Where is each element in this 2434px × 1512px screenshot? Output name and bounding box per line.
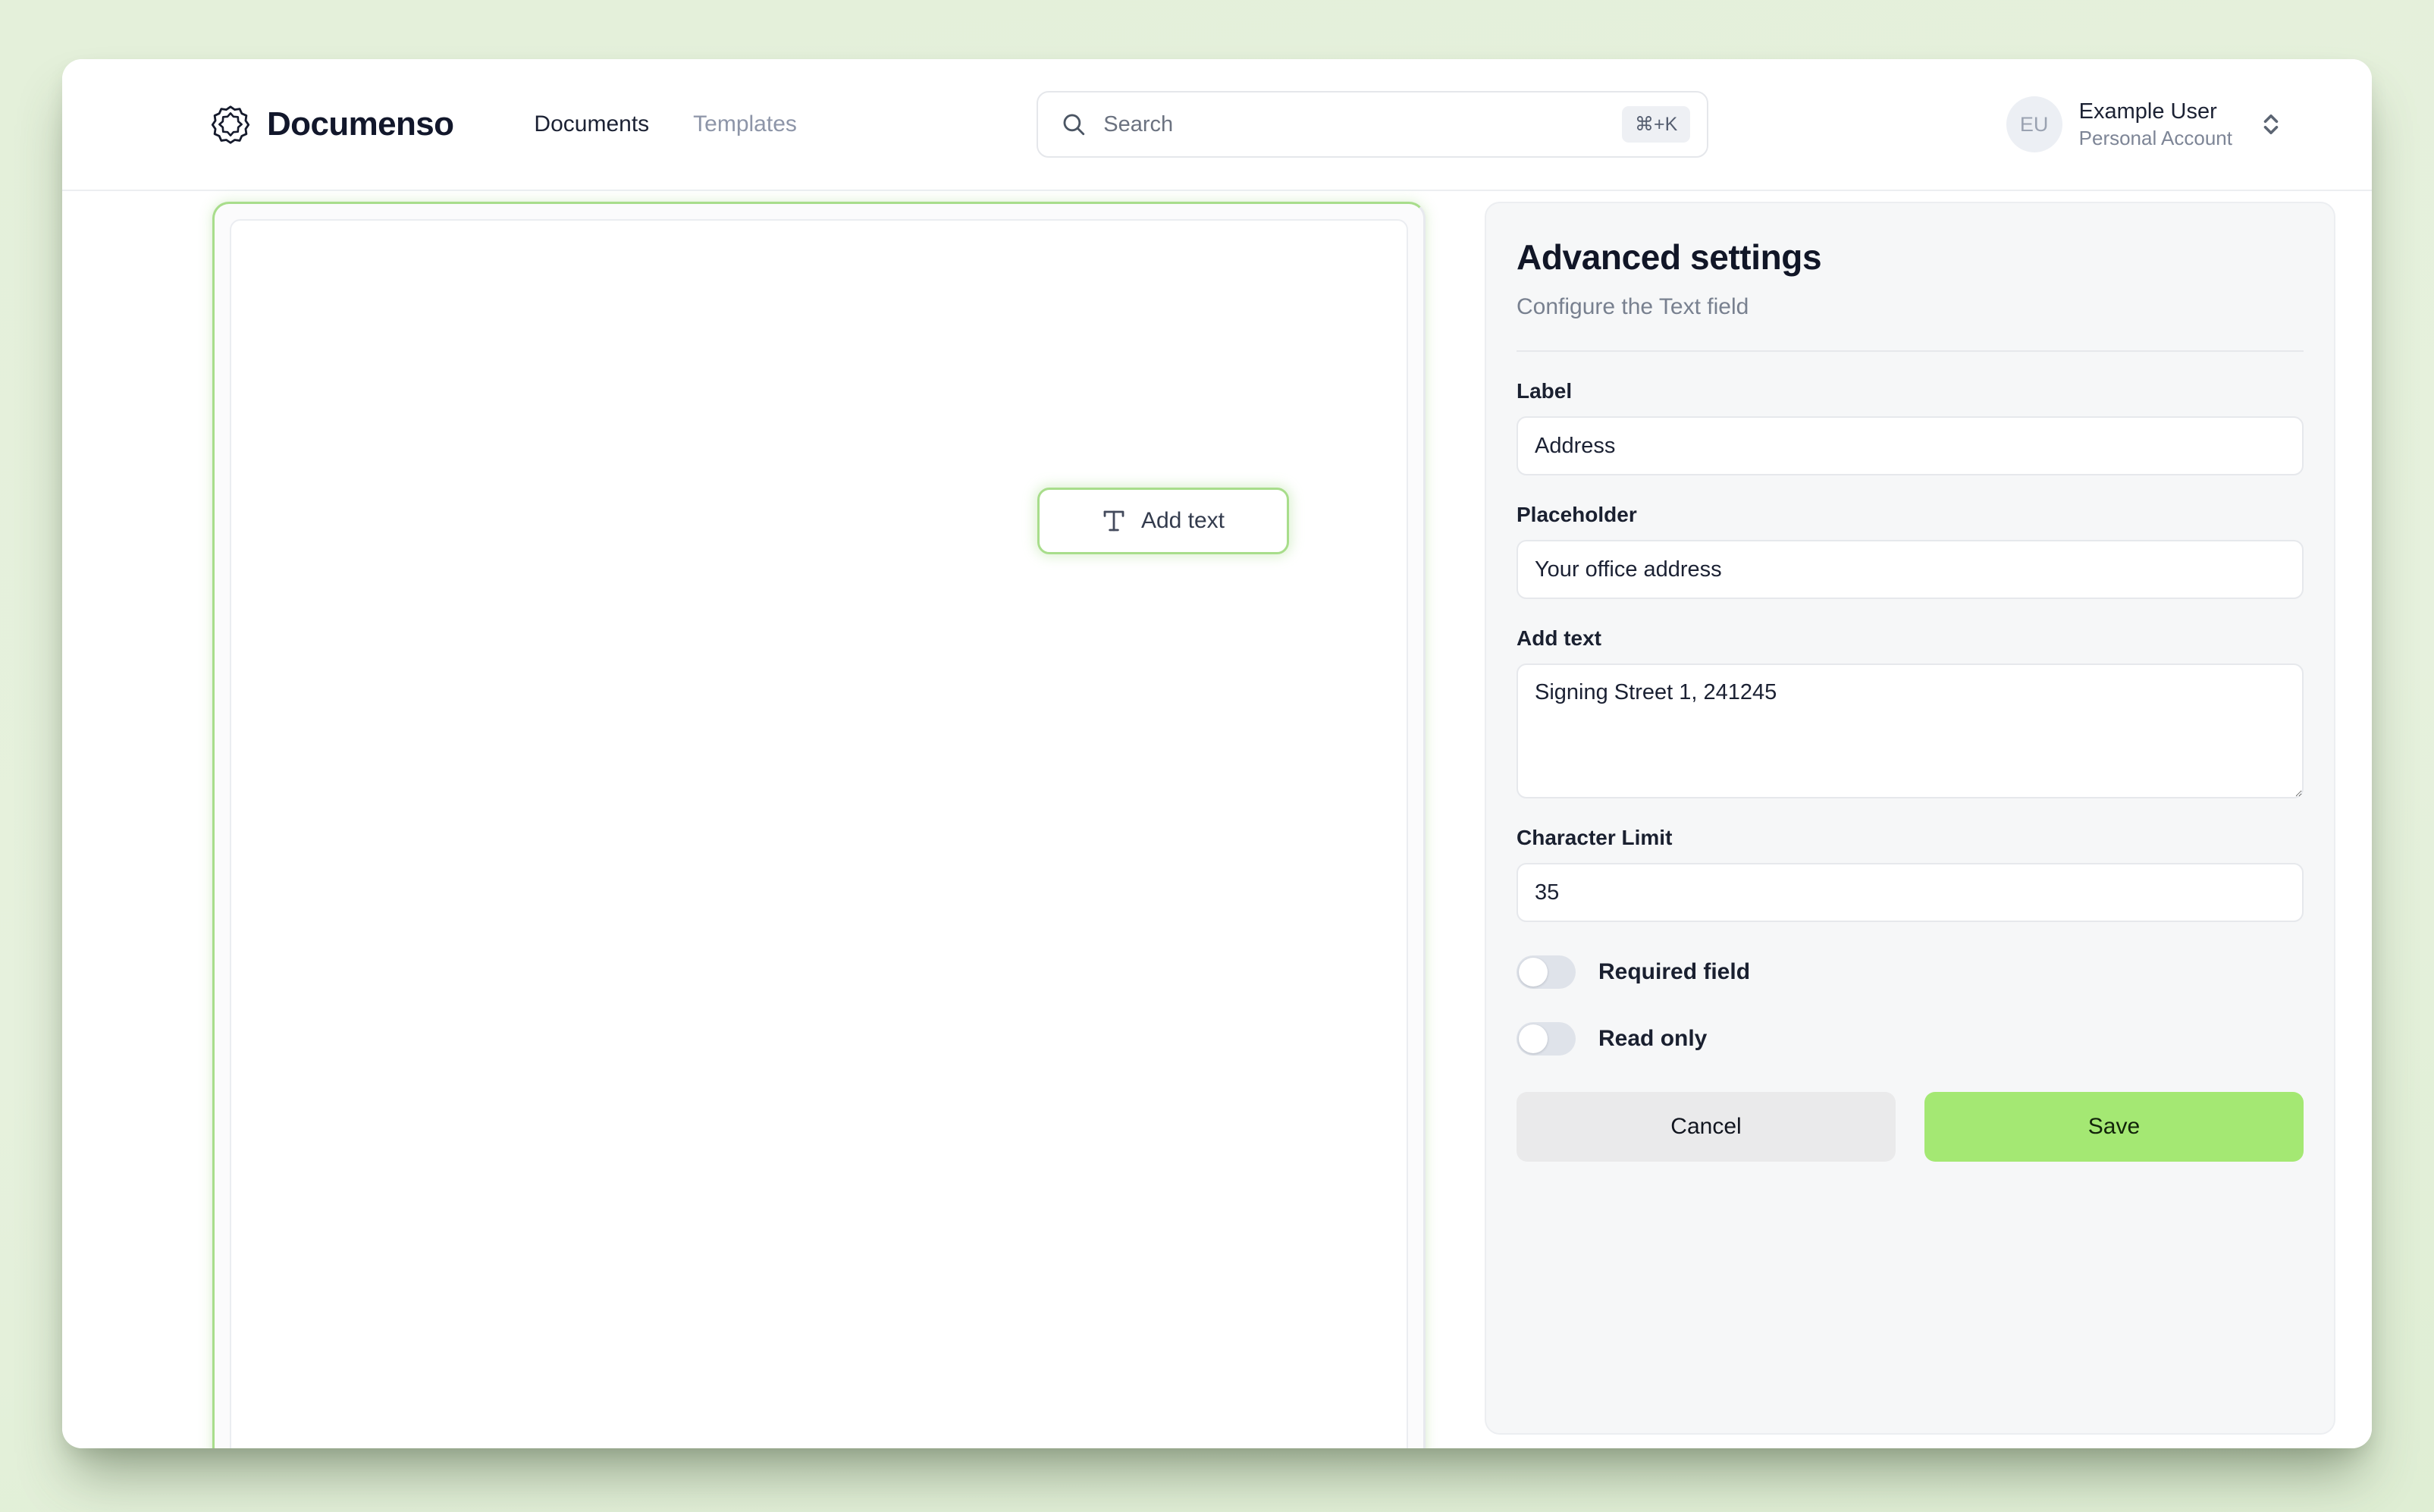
- add-text-textarea[interactable]: [1517, 663, 2304, 798]
- text-field-icon: [1102, 507, 1126, 535]
- form-group-add-text: Add text: [1517, 626, 2304, 798]
- panel-subtitle: Configure the Text field: [1517, 294, 1749, 319]
- panel-title: Advanced settings: [1517, 237, 1822, 277]
- panel-actions: Cancel Save: [1517, 1092, 2304, 1162]
- read-only-row: Read only: [1517, 1022, 2304, 1056]
- placeholder-input[interactable]: [1517, 540, 2304, 599]
- brand-name: Documenso: [267, 105, 454, 143]
- toggle-knob: [1519, 958, 1548, 987]
- add-text-field-label: Add text: [1517, 626, 1601, 650]
- toggle-knob: [1519, 1024, 1548, 1053]
- account-menu[interactable]: EU Example User Personal Account: [2006, 96, 2282, 152]
- character-limit-input[interactable]: [1517, 863, 2304, 922]
- account-name: Example User: [2078, 99, 2217, 124]
- chevron-up-down-icon: [2249, 110, 2282, 139]
- cancel-button[interactable]: Cancel: [1517, 1092, 1896, 1162]
- required-field-label: Required field: [1598, 959, 1751, 984]
- nav-item-templates[interactable]: Templates: [693, 111, 797, 136]
- account-subtitle: Personal Account: [2078, 126, 2232, 149]
- form-group-placeholder: Placeholder: [1517, 503, 2304, 599]
- required-field-row: Required field: [1517, 955, 2304, 989]
- brand-logo[interactable]: Documenso: [211, 105, 454, 144]
- placeholder-field-label: Placeholder: [1517, 503, 1637, 526]
- document-page[interactable]: [230, 219, 1408, 1448]
- character-limit-field-label: Character Limit: [1517, 826, 1673, 849]
- read-only-label: Read only: [1598, 1026, 1708, 1051]
- search-box[interactable]: ⌘+K: [1037, 91, 1709, 158]
- read-only-toggle[interactable]: [1517, 1022, 1576, 1056]
- search-input[interactable]: [1103, 111, 1605, 137]
- app-header: Documenso Documents Templates ⌘+K EU: [62, 59, 2372, 191]
- main-nav: Documents Templates: [534, 111, 796, 137]
- search-icon: [1061, 111, 1087, 137]
- save-button[interactable]: Save: [1924, 1092, 2304, 1162]
- form-group-character-limit: Character Limit: [1517, 826, 2304, 922]
- label-input[interactable]: [1517, 416, 2304, 475]
- app-window: Documenso Documents Templates ⌘+K EU: [62, 59, 2372, 1448]
- editor-body: Add text Advanced settings Configure the…: [62, 191, 2372, 1448]
- avatar: EU: [2006, 96, 2062, 152]
- search-container: ⌘+K: [797, 91, 1949, 158]
- required-field-toggle[interactable]: [1517, 955, 1576, 989]
- rosette-logo-icon: [211, 105, 250, 144]
- panel-divider: [1517, 350, 2304, 352]
- search-shortcut-badge: ⌘+K: [1621, 106, 1691, 143]
- account-text: Example User Personal Account: [2079, 99, 2232, 150]
- text-field-chip-label: Add text: [1140, 508, 1225, 533]
- document-editor-container: Add text: [212, 202, 1426, 1448]
- advanced-settings-panel: Advanced settings Configure the Text fie…: [1485, 202, 2335, 1435]
- form-group-label: Label: [1517, 379, 2304, 475]
- text-field-chip[interactable]: Add text: [1037, 488, 1289, 554]
- nav-item-documents[interactable]: Documents: [534, 111, 650, 136]
- label-field-label: Label: [1517, 379, 1573, 403]
